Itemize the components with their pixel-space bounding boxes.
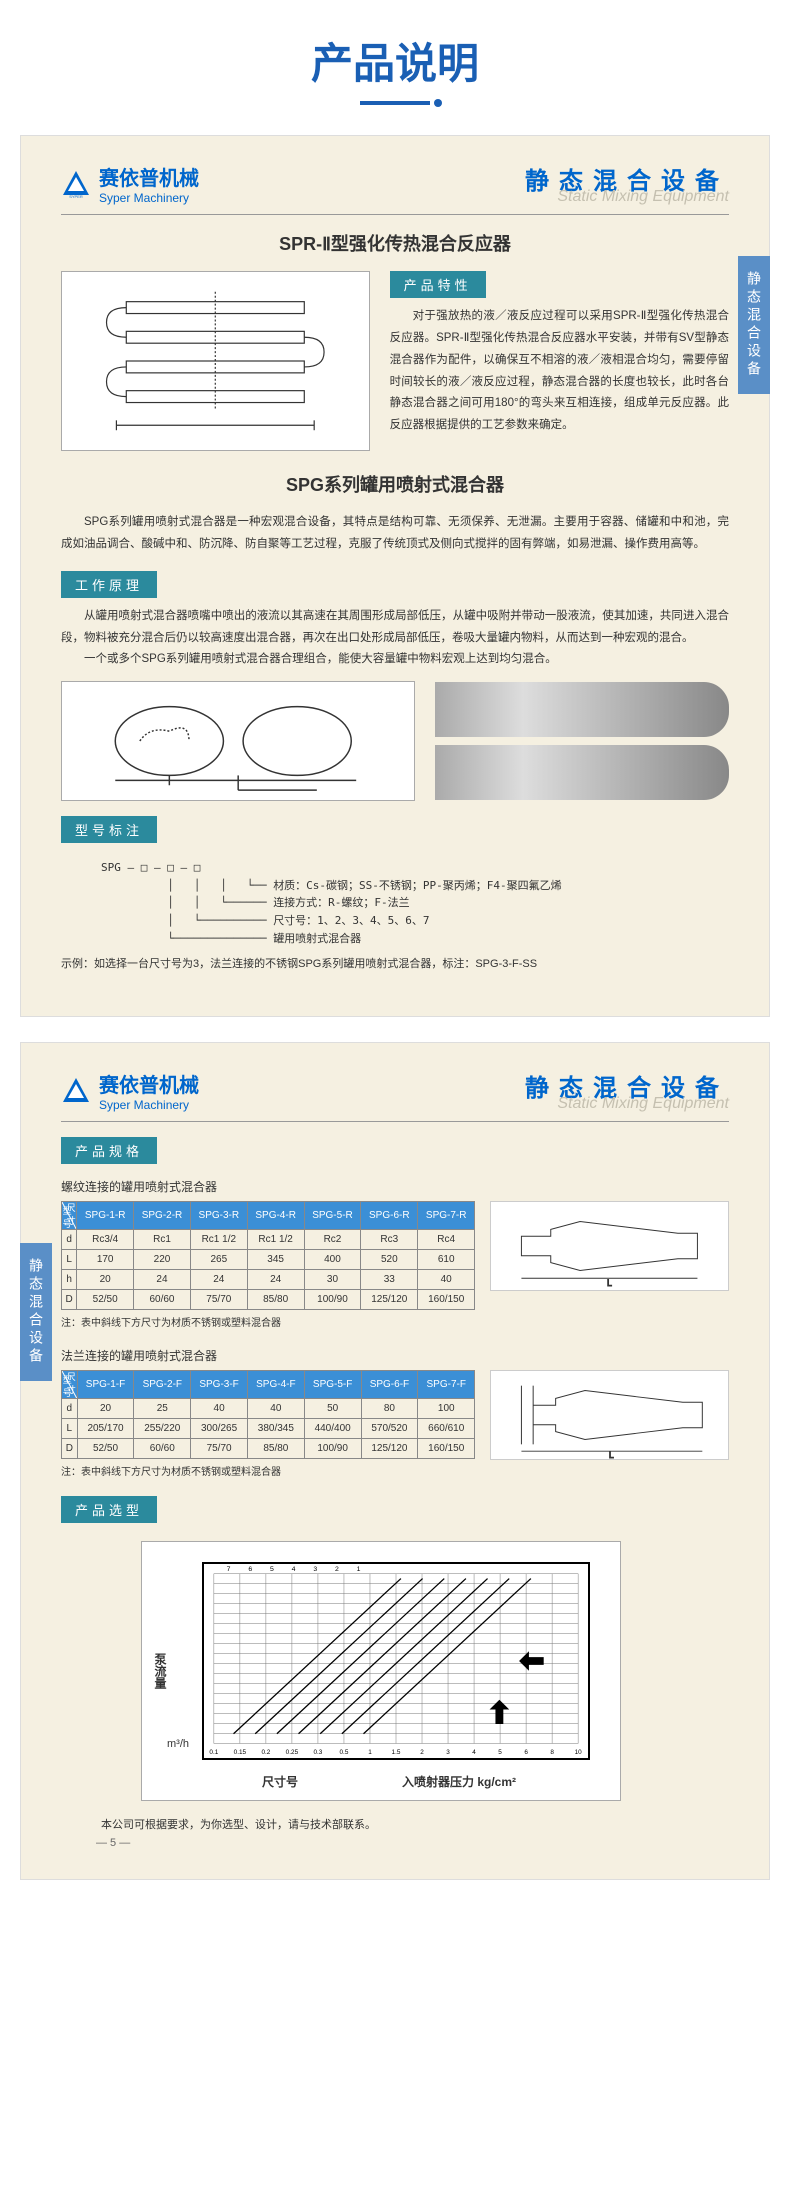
table1-diagram: L bbox=[490, 1201, 729, 1291]
page-title: 产品说明 bbox=[0, 30, 790, 91]
company-name-en-2: Syper Machinery bbox=[99, 1098, 199, 1112]
svg-text:L: L bbox=[607, 1278, 612, 1288]
side-tab-left: 静态混合设备 bbox=[20, 1243, 52, 1381]
spec-label: 产品规格 bbox=[61, 1137, 157, 1164]
svg-text:SYPER: SYPER bbox=[69, 194, 83, 199]
spr-diagram bbox=[61, 271, 370, 451]
footer-note: 本公司可根据要求，为你选型、设计，请与技术部联系。 bbox=[101, 1816, 729, 1832]
model-label: 型号标注 bbox=[61, 816, 157, 843]
features-label: 产品特性 bbox=[390, 271, 486, 298]
svg-text:L: L bbox=[609, 1450, 614, 1459]
svg-text:6: 6 bbox=[248, 1566, 252, 1573]
svg-text:3: 3 bbox=[446, 1749, 450, 1756]
svg-text:5: 5 bbox=[498, 1749, 502, 1756]
svg-text:0.25: 0.25 bbox=[286, 1749, 299, 1756]
svg-text:1.5: 1.5 bbox=[392, 1749, 401, 1756]
svg-text:5: 5 bbox=[270, 1566, 274, 1573]
header-row-2: 赛依普机械 Syper Machinery 静态混合设备 Static Mixi… bbox=[61, 1068, 729, 1122]
logo-icon-2 bbox=[61, 1076, 91, 1106]
table2-title: 法兰连接的罐用喷射式混合器 bbox=[61, 1347, 729, 1364]
chart-x-label2: 入喷射器压力 kg/cm² bbox=[402, 1773, 516, 1790]
svg-text:6: 6 bbox=[524, 1749, 528, 1756]
features-text: 对于强放热的液／液反应过程可以采用SPR-Ⅱ型强化传热混合反应器。SPR-Ⅱ型强… bbox=[390, 306, 729, 437]
doc-page-2: 静态混合设备 赛依普机械 Syper Machinery 静态混合设备 Stat… bbox=[20, 1042, 770, 1880]
page-number: — 5 — bbox=[96, 1837, 729, 1849]
chart-y-unit: m³/h bbox=[167, 1738, 189, 1750]
chart-y-label: 泵流量 bbox=[152, 1653, 169, 1689]
working-principle-label: 工作原理 bbox=[61, 571, 157, 598]
header-title: 静态混合设备 Static Mixing Equipment bbox=[525, 161, 729, 206]
spec-table-2: 型号尺寸SPG-1-FSPG-2-FSPG-3-FSPG-4-FSPG-5-FS… bbox=[61, 1370, 475, 1459]
side-tab-right: 静态混合设备 bbox=[738, 256, 770, 394]
tank-diagram bbox=[61, 681, 415, 801]
svg-text:0.1: 0.1 bbox=[209, 1749, 218, 1756]
svg-text:0.2: 0.2 bbox=[261, 1749, 270, 1756]
nozzle-image-1 bbox=[435, 682, 729, 737]
svg-text:4: 4 bbox=[472, 1749, 476, 1756]
table1-note: 注：表中斜线下方尺寸为材质不锈钢或塑料混合器 bbox=[61, 1314, 729, 1329]
working-text-1: 从罐用喷射式混合器喷嘴中喷出的液流以其高速在其周围形成局部低压，从罐中吸附并带动… bbox=[61, 606, 729, 650]
table1-title: 螺纹连接的罐用喷射式混合器 bbox=[61, 1178, 729, 1195]
chart-x-label1: 尺寸号 bbox=[262, 1773, 298, 1790]
svg-text:0.15: 0.15 bbox=[234, 1749, 247, 1756]
nozzle-image-2 bbox=[435, 745, 729, 800]
selection-label: 产品选型 bbox=[61, 1496, 157, 1523]
spg-intro: SPG系列罐用喷射式混合器是一种宏观混合设备，其特点是结构可靠、无须保养、无泄漏… bbox=[61, 512, 729, 556]
svg-text:4: 4 bbox=[292, 1566, 296, 1573]
title-underline bbox=[360, 101, 430, 105]
logo-icon: SYPER bbox=[61, 169, 91, 199]
svg-text:10: 10 bbox=[575, 1749, 583, 1756]
header-row: SYPER 赛依普机械 Syper Machinery 静态混合设备 Stati… bbox=[61, 161, 729, 215]
logo-block-2: 赛依普机械 Syper Machinery bbox=[61, 1069, 199, 1112]
svg-text:1: 1 bbox=[357, 1566, 361, 1573]
svg-text:0.3: 0.3 bbox=[313, 1749, 322, 1756]
logo-block: SYPER 赛依普机械 Syper Machinery bbox=[61, 162, 199, 205]
svg-text:2: 2 bbox=[335, 1566, 339, 1573]
doc-page-1: 静态混合设备 SYPER 赛依普机械 Syper Machinery 静态混合设… bbox=[20, 135, 770, 1017]
svg-text:8: 8 bbox=[550, 1749, 554, 1756]
spr-product-title: SPR-Ⅱ型强化传热混合反应器 bbox=[61, 230, 729, 256]
spg-title: SPG系列罐用喷射式混合器 bbox=[61, 471, 729, 497]
svg-text:3: 3 bbox=[313, 1566, 317, 1573]
company-name-cn-2: 赛依普机械 bbox=[99, 1069, 199, 1098]
model-example: 示例：如选择一台尺寸号为3，法兰连接的不锈钢SPG系列罐用喷射式混合器，标注：S… bbox=[61, 955, 729, 971]
svg-text:0.5: 0.5 bbox=[340, 1749, 349, 1756]
nozzle-images bbox=[435, 682, 729, 800]
table2-note: 注：表中斜线下方尺寸为材质不锈钢或塑料混合器 bbox=[61, 1463, 729, 1478]
table2-diagram: L bbox=[490, 1370, 729, 1460]
svg-text:1: 1 bbox=[368, 1749, 372, 1756]
selection-chart: 泵流量 m³/h 尺寸号 入喷射器压力 kg/cm² 5004003002001… bbox=[141, 1541, 621, 1801]
model-diagram: SPG — □ — □ — □ │ │ │ └── 材质：Cs-碳钢；SS-不锈… bbox=[101, 859, 729, 947]
spec-table-1: 型号尺寸SPG-1-RSPG-2-RSPG-3-RSPG-4-RSPG-5-RS… bbox=[61, 1201, 475, 1310]
svg-text:7: 7 bbox=[227, 1566, 231, 1573]
company-name-en: Syper Machinery bbox=[99, 191, 199, 205]
working-text-2: 一个或多个SPG系列罐用喷射式混合器合理组合，能使大容量罐中物料宏观上达到均匀混… bbox=[61, 649, 729, 671]
svg-text:2: 2 bbox=[420, 1749, 424, 1756]
header-title-2: 静态混合设备 Static Mixing Equipment bbox=[525, 1068, 729, 1113]
company-name-cn: 赛依普机械 bbox=[99, 162, 199, 191]
